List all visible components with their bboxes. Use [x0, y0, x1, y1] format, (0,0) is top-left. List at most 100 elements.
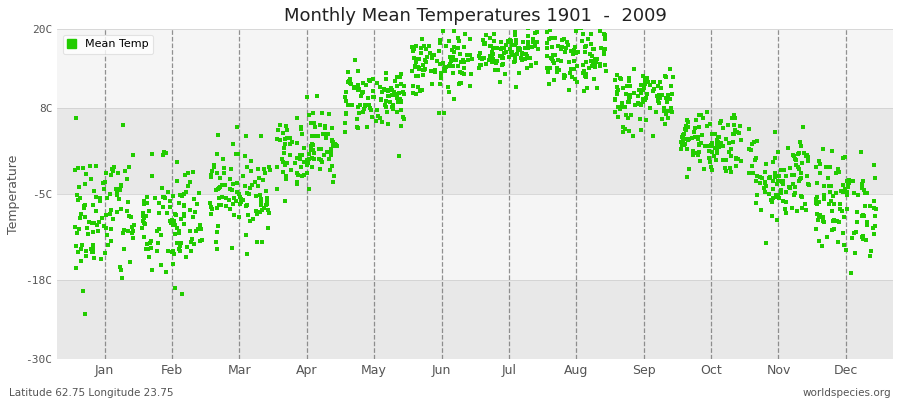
Point [283, 135, 297, 141]
Point [362, 102, 376, 108]
Point [315, 159, 329, 165]
Point [675, 134, 689, 140]
Point [124, 214, 139, 220]
Point [746, 170, 760, 176]
Point [74, 211, 88, 217]
Point [583, 51, 598, 58]
Point [428, 68, 442, 75]
Point [225, 244, 239, 251]
Point [424, 68, 438, 74]
Point [831, 239, 845, 246]
Point [392, 153, 407, 159]
Point [290, 155, 304, 162]
Point [464, 52, 478, 58]
Point [571, 22, 585, 28]
Point [494, 46, 508, 52]
Point [725, 115, 740, 121]
Point [163, 204, 177, 211]
Point [464, 56, 479, 62]
Point [262, 163, 276, 170]
Point [472, 49, 487, 56]
Point [753, 174, 768, 180]
Point [300, 157, 314, 163]
Point [856, 212, 870, 218]
Point [68, 115, 83, 121]
Point [831, 166, 845, 172]
Point [183, 178, 197, 185]
Point [112, 186, 126, 192]
Point [577, 88, 591, 95]
Point [580, 36, 595, 42]
Point [405, 68, 419, 74]
Point [680, 117, 694, 123]
Point [69, 243, 84, 250]
Point [242, 190, 256, 197]
Point [244, 158, 258, 164]
Point [662, 108, 676, 114]
Point [510, 45, 525, 51]
Point [526, 39, 540, 45]
Point [616, 84, 630, 91]
Point [148, 195, 162, 201]
Point [205, 206, 220, 212]
Point [112, 187, 127, 194]
Point [374, 97, 388, 104]
Point [710, 134, 724, 140]
Point [653, 95, 668, 102]
Point [226, 200, 240, 207]
Point [551, 57, 565, 64]
Point [157, 152, 171, 158]
Point [808, 164, 823, 170]
Point [627, 66, 642, 72]
Point [855, 181, 869, 188]
Point [325, 179, 339, 185]
Point [598, 62, 613, 68]
Point [338, 129, 352, 135]
Point [256, 176, 271, 183]
Point [554, 46, 568, 52]
Point [176, 191, 191, 198]
Point [444, 56, 458, 62]
Point [565, 66, 580, 72]
Point [615, 100, 629, 106]
Point [191, 226, 205, 232]
Point [230, 180, 244, 186]
Point [705, 142, 719, 148]
Point [716, 143, 731, 149]
Point [101, 242, 115, 248]
Point [778, 210, 793, 216]
Point [609, 90, 624, 96]
Point [821, 175, 835, 182]
Point [610, 72, 625, 78]
Point [374, 89, 389, 95]
Point [712, 134, 726, 140]
Point [276, 169, 291, 176]
Point [855, 185, 869, 191]
Point [611, 114, 625, 120]
Point [856, 177, 870, 184]
Point [444, 55, 458, 61]
Point [270, 164, 284, 170]
Point [184, 239, 198, 246]
Point [724, 169, 738, 176]
Point [379, 70, 393, 76]
Point [188, 228, 202, 234]
Point [618, 91, 633, 98]
Point [86, 246, 100, 252]
Point [841, 182, 855, 188]
Point [759, 183, 773, 190]
Point [634, 82, 648, 88]
Point [409, 58, 423, 65]
Point [686, 152, 700, 158]
Point [226, 181, 240, 188]
Point [750, 192, 764, 198]
Point [192, 189, 206, 196]
Point [428, 67, 443, 73]
Point [358, 102, 373, 108]
Point [406, 83, 420, 89]
Point [345, 102, 359, 108]
Point [531, 46, 545, 52]
Point [258, 169, 273, 176]
Point [856, 233, 870, 239]
Point [645, 78, 660, 85]
